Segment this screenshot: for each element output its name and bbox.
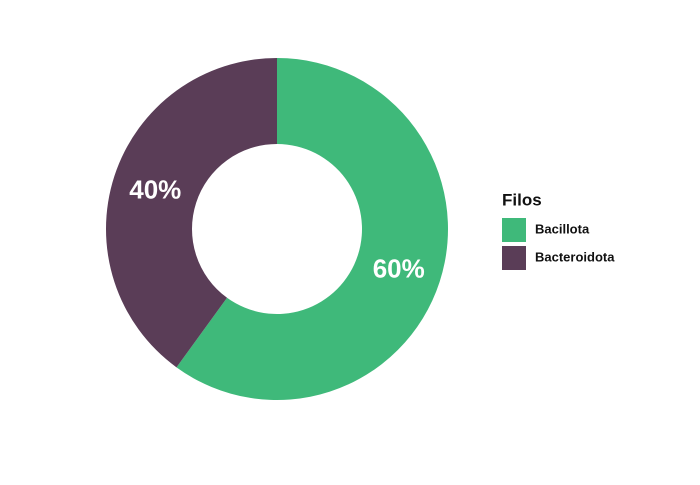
donut-segment (106, 58, 277, 368)
donut-segment (176, 58, 449, 400)
legend-swatch (502, 218, 526, 242)
value-label: 60% (373, 253, 425, 283)
legend-swatch (502, 246, 526, 270)
legend-title: Filos (502, 190, 542, 209)
legend-label: Bacillota (535, 221, 590, 236)
value-label: 40% (129, 174, 181, 204)
legend-label: Bacteroidota (535, 249, 615, 264)
